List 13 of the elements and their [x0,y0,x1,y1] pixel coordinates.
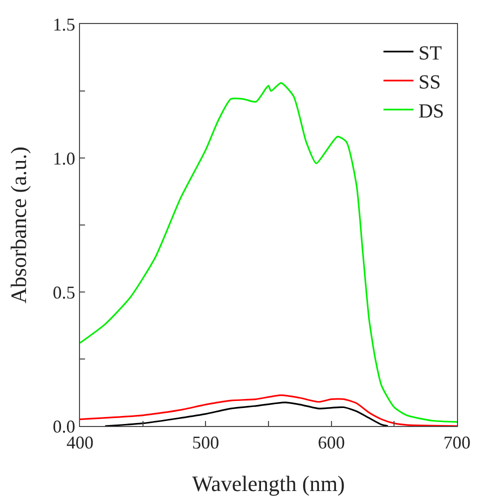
x-tick-label: 700 [444,432,470,453]
legend-label: DS [418,100,444,122]
x-tick-label: 500 [192,432,220,453]
y-axis-title: Absorbance (a.u.) [6,146,31,304]
y-tick-label: 1.0 [52,148,76,168]
line-series [104,402,389,426]
y-tick-label: 1.5 [52,14,76,34]
x-axis-title: Wavelength (nm) [192,471,345,496]
legend-label: SS [418,71,441,94]
y-tick-label: 0.5 [52,282,76,302]
legend-label: ST [418,42,442,64]
line-series [80,394,457,426]
x-tick-label: 600 [318,432,345,453]
